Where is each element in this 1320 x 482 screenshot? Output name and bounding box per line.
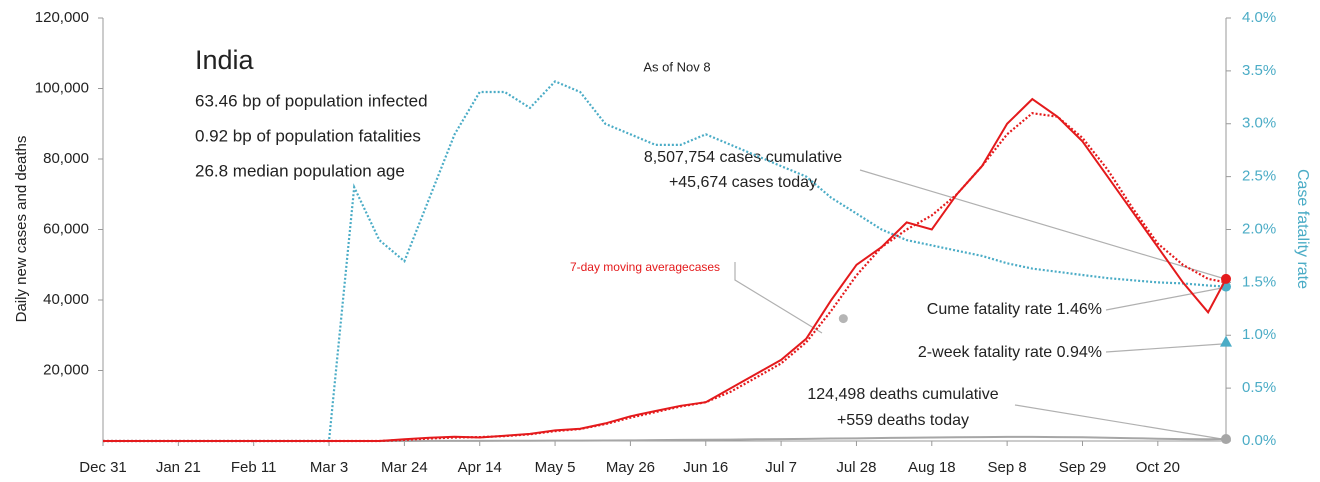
x-tick-label: Apr 14 xyxy=(458,459,502,476)
series-line xyxy=(103,97,1227,442)
x-tick-label: May 5 xyxy=(535,459,576,476)
x-tick-label: Feb 11 xyxy=(231,459,277,476)
x-tick-label: Aug 18 xyxy=(908,459,956,476)
x-tick-label: Sep 29 xyxy=(1059,459,1107,476)
chart-title: India xyxy=(195,45,255,75)
y-tick-label: 40,000 xyxy=(43,291,89,308)
y2-tick-label: 1.5% xyxy=(1242,273,1276,290)
annotation: 124,498 deaths cumulative xyxy=(807,386,998,403)
annotation: 8,507,754 cases cumulative xyxy=(644,149,842,166)
y-tick-label: 120,000 xyxy=(35,9,89,26)
x-tick-label: Sep 8 xyxy=(988,459,1027,476)
y2-tick-label: 2.5% xyxy=(1242,168,1276,185)
x-tick-label: Dec 31 xyxy=(79,459,127,476)
y-tick-label: 60,000 xyxy=(43,220,89,237)
x-tick-label: Oct 20 xyxy=(1136,459,1180,476)
y-tick-label: 20,000 xyxy=(43,361,89,378)
y2-tick-label: 0.0% xyxy=(1242,432,1276,449)
x-tick-label: Mar 24 xyxy=(381,459,428,476)
end-marker xyxy=(1221,273,1231,284)
y2-tick-label: 0.5% xyxy=(1242,379,1276,396)
annotation: +45,674 cases today xyxy=(669,174,817,191)
y-tick-label: 80,000 xyxy=(43,150,89,167)
two-week-marker xyxy=(1220,335,1232,347)
y2-tick-label: 3.5% xyxy=(1242,62,1276,79)
annotation: 7-day moving averagecases xyxy=(570,260,720,274)
pointer-line xyxy=(734,262,823,334)
annotation: Cume fatality rate 1.46% xyxy=(927,301,1102,318)
annotation: +559 deaths today xyxy=(837,412,969,429)
annotation-marker xyxy=(838,314,848,324)
annotation: 2-week fatality rate 0.94% xyxy=(918,344,1102,361)
subtitle: 63.46 bp of population infected xyxy=(195,91,428,110)
y2-tick-label: 3.0% xyxy=(1242,115,1276,132)
as-of: As of Nov 8 xyxy=(643,59,710,74)
pointer-line xyxy=(1014,404,1223,440)
y-tick-label: 100,000 xyxy=(35,79,89,96)
y-axis-label: Daily new cases and deaths xyxy=(13,136,30,323)
x-tick-label: Jul 28 xyxy=(836,459,876,476)
x-tick-label: Jul 7 xyxy=(765,459,797,476)
subtitle: 26.8 median population age xyxy=(195,161,405,180)
x-tick-label: Mar 3 xyxy=(310,459,348,476)
x-tick-label: Jun 16 xyxy=(683,459,728,476)
y2-axis-label: Case fatality rate xyxy=(1294,169,1311,289)
subtitle: 0.92 bp of population fatalities xyxy=(195,126,421,145)
pointer-line xyxy=(1105,343,1223,353)
y2-tick-label: 2.0% xyxy=(1242,220,1276,237)
pointer-line xyxy=(1105,287,1223,311)
y2-tick-label: 4.0% xyxy=(1242,9,1276,26)
end-marker xyxy=(1221,434,1231,445)
y2-tick-label: 1.0% xyxy=(1242,326,1276,343)
pointer-line xyxy=(859,169,1223,279)
x-tick-label: Jan 21 xyxy=(156,459,201,476)
x-tick-label: May 26 xyxy=(606,459,655,476)
